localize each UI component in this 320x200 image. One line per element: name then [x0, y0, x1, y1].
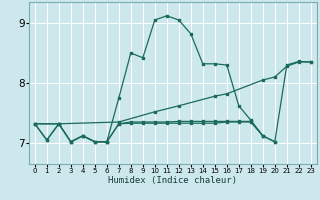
X-axis label: Humidex (Indice chaleur): Humidex (Indice chaleur) — [108, 176, 237, 185]
